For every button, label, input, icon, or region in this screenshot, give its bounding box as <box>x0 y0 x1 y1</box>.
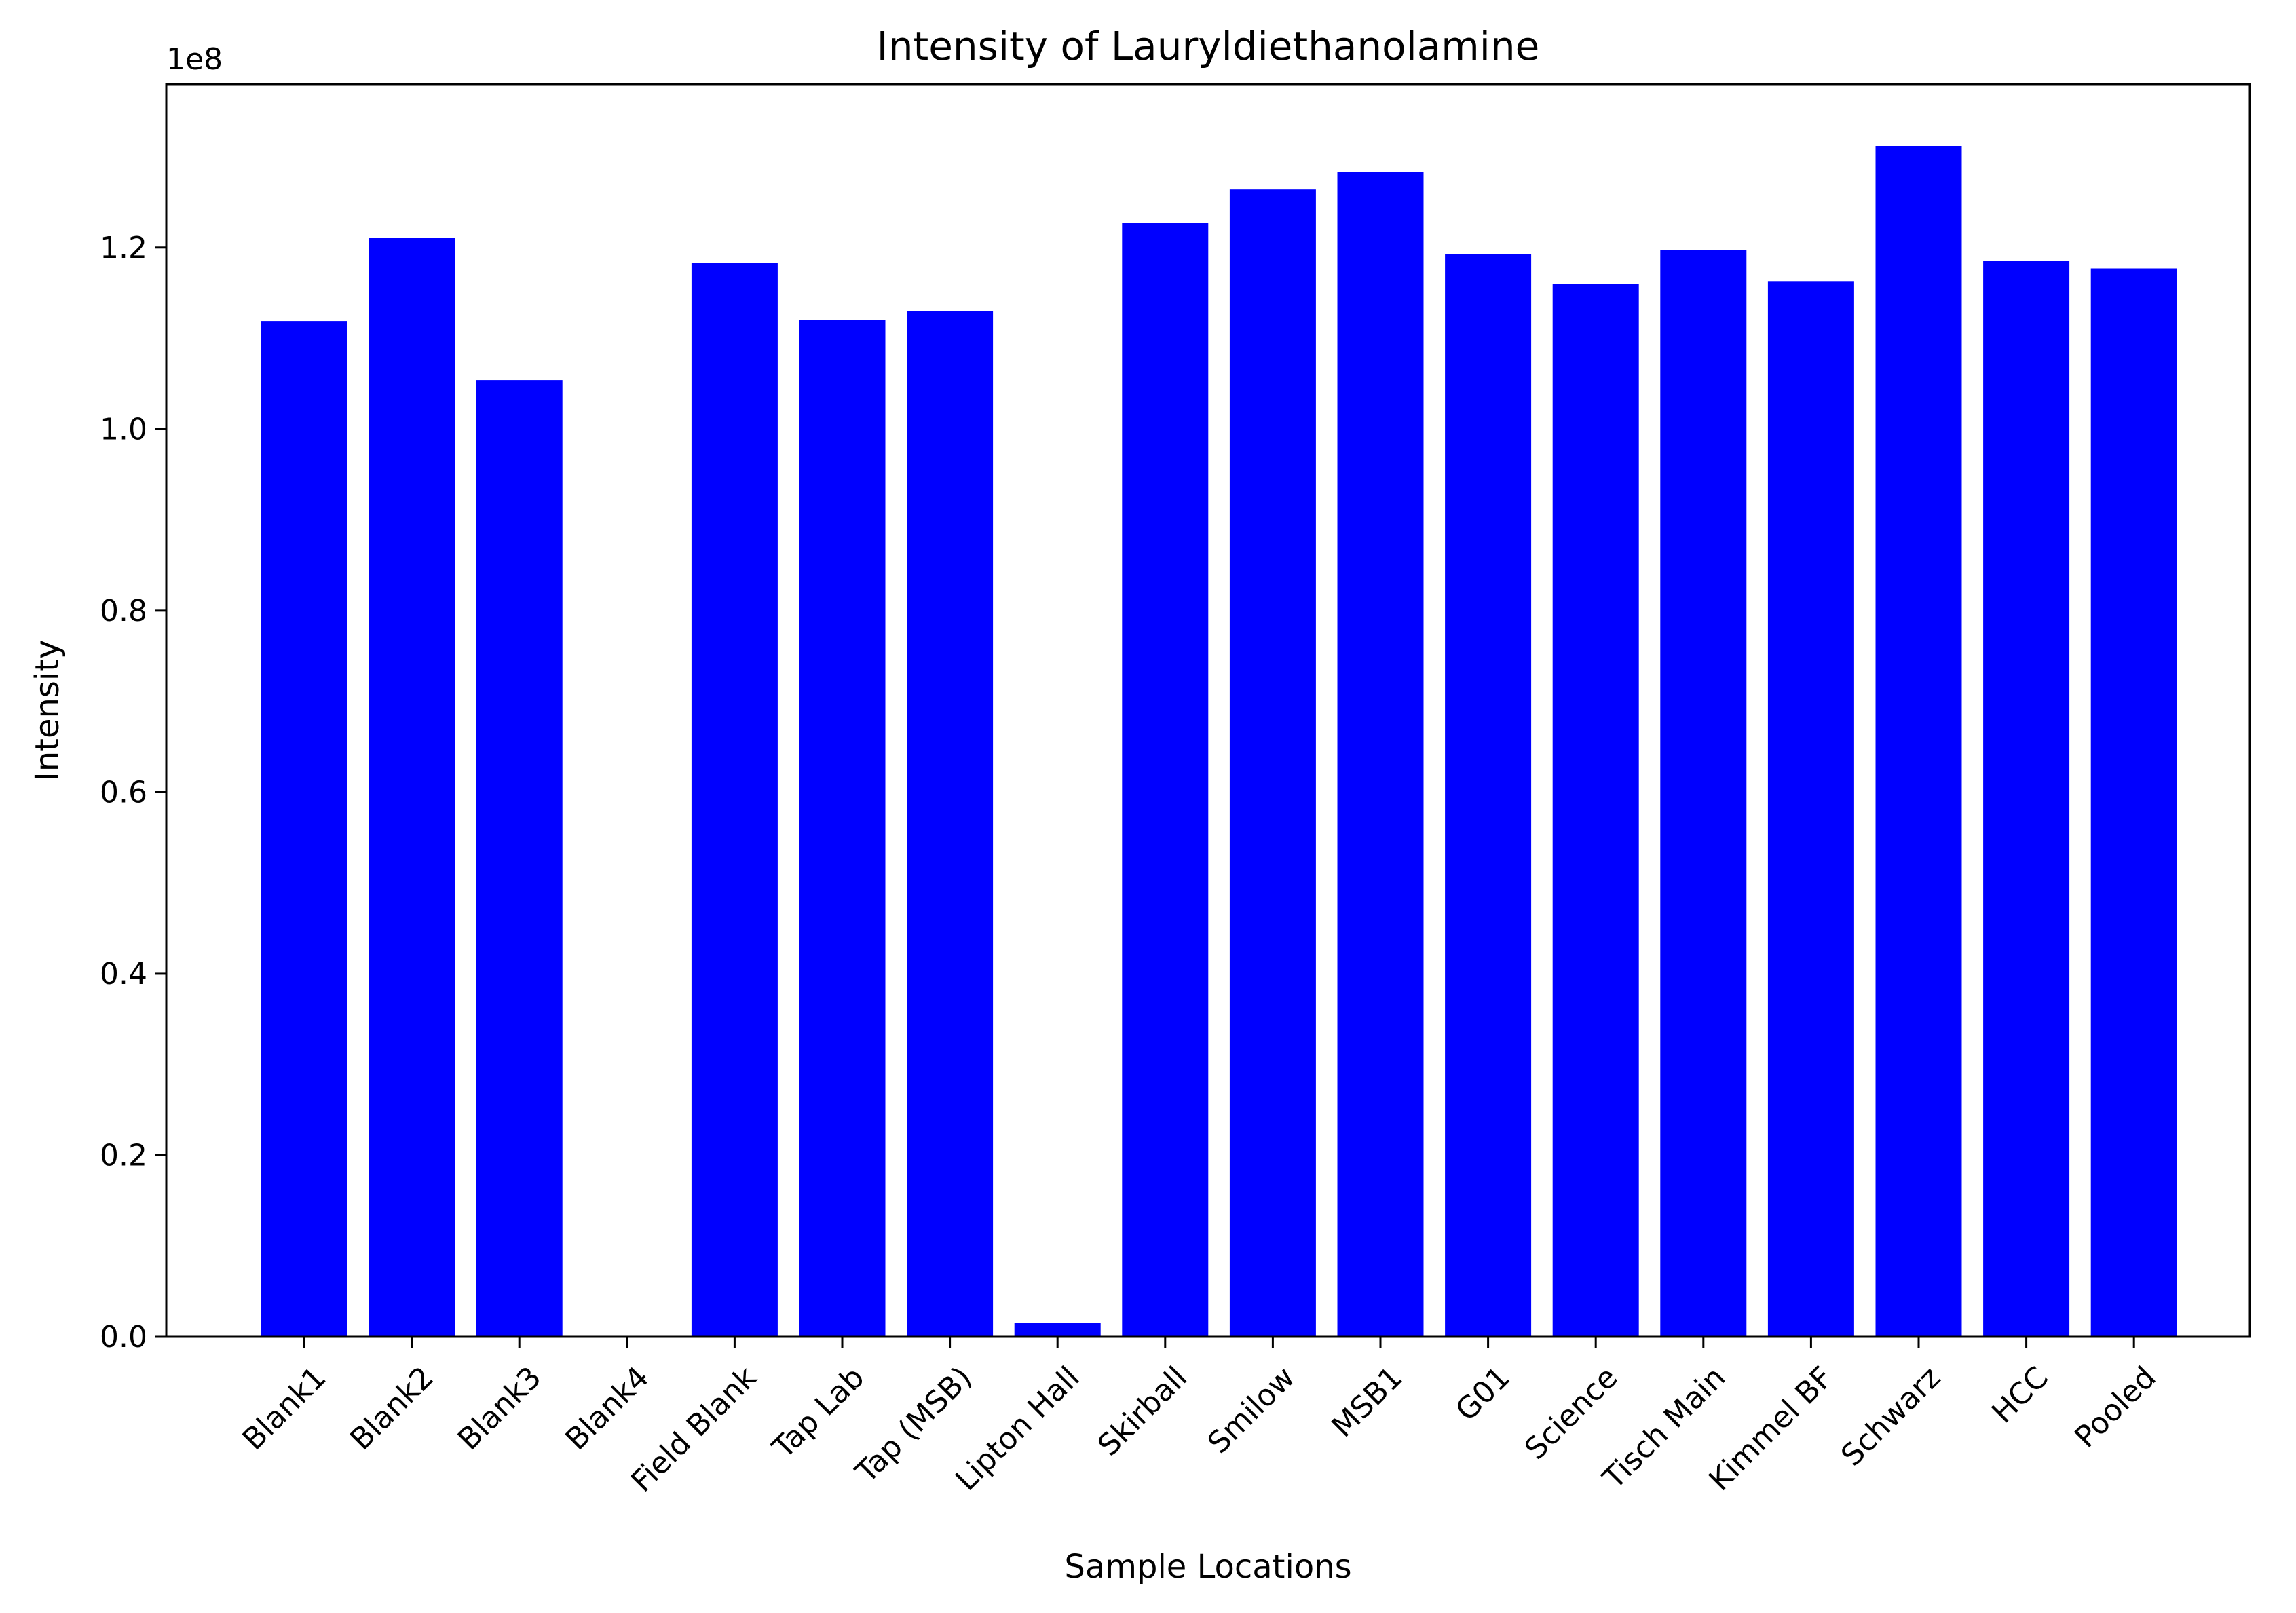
bar-tap-msb <box>907 311 994 1337</box>
bars <box>261 146 2177 1337</box>
bar-tisch-main <box>1660 250 1747 1337</box>
bar-hcc <box>1983 261 2070 1337</box>
y-tick-label: 1.0 <box>100 412 147 447</box>
bar-smilow <box>1229 189 1316 1337</box>
bar-msb1 <box>1337 172 1424 1337</box>
bar-science <box>1552 284 1639 1337</box>
x-axis-label: Sample Locations <box>1064 1548 1351 1586</box>
bar-blank3 <box>476 380 563 1337</box>
chart-title: Intensity of Lauryldiethanolamine <box>877 23 1540 69</box>
bar-schwarz <box>1875 146 1962 1337</box>
bar-skirball <box>1122 223 1209 1337</box>
bar-kimmel-bf <box>1767 281 1854 1337</box>
y-tick-label: 1.2 <box>100 231 147 265</box>
y-axis-ticks: 0.0 0.2 0.4 0.6 0.8 1.0 1.2 <box>100 231 166 1354</box>
plot-frame <box>165 83 2251 1338</box>
bar-blank2 <box>369 238 455 1337</box>
y-axis-offset-text: 1e8 <box>166 42 223 77</box>
bar-tap-lab <box>799 320 886 1337</box>
bar-field-blank <box>691 263 778 1337</box>
y-tick-label: 0.0 <box>100 1320 147 1354</box>
y-axis-label: Intensity <box>29 640 67 782</box>
y-tick-label: 0.2 <box>100 1138 147 1173</box>
bar-blank1 <box>261 321 347 1337</box>
bar-g01 <box>1445 254 1532 1337</box>
bar-pooled <box>2090 268 2177 1337</box>
y-tick-label: 0.4 <box>100 957 147 991</box>
y-tick-label: 0.8 <box>100 594 147 628</box>
y-tick-label: 0.6 <box>100 775 147 810</box>
bar-lipton-hall <box>1014 1323 1101 1337</box>
